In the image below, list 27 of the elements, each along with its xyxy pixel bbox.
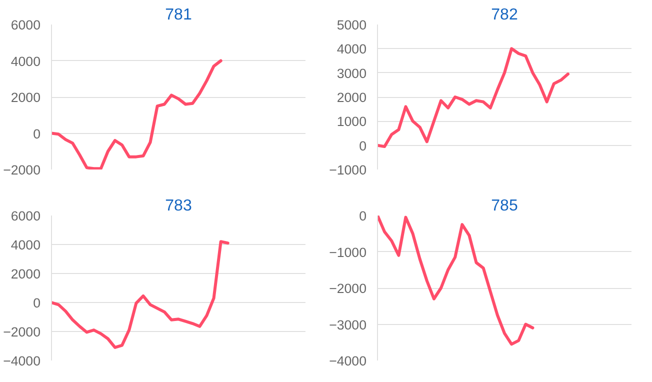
y-tick-label: 6000 xyxy=(10,208,41,224)
y-tick-label: 4000 xyxy=(10,238,41,252)
y-tick-label: 3000 xyxy=(336,66,367,81)
y-tick-label: −4000 xyxy=(329,354,367,368)
chart-title: 783 xyxy=(165,198,192,214)
chart-title: 781 xyxy=(165,6,192,24)
y-tick-label: 1000 xyxy=(336,114,367,130)
chart-title: 785 xyxy=(491,198,518,214)
y-tick-label: −1000 xyxy=(329,244,367,260)
y-tick-label: −1000 xyxy=(329,162,367,178)
y-tick-label: −3000 xyxy=(329,317,367,332)
y-tick-label: −4000 xyxy=(3,354,41,368)
y-tick-label: 0 xyxy=(33,296,41,310)
y-tick-label: −2000 xyxy=(3,162,41,178)
y-tick-label: 2000 xyxy=(10,90,41,105)
y-tick-label: 4000 xyxy=(10,54,41,69)
y-tick-label: 2000 xyxy=(336,90,367,105)
y-tick-label: 5000 xyxy=(336,18,367,32)
y-tick-label: 0 xyxy=(359,208,367,224)
y-tick-label: −2000 xyxy=(3,324,41,340)
y-tick-label: 0 xyxy=(33,126,41,142)
y-tick-label: 2000 xyxy=(10,266,41,282)
y-tick-label: 6000 xyxy=(10,18,41,32)
y-tick-label: 4000 xyxy=(336,42,367,57)
y-tick-label: −2000 xyxy=(329,281,367,296)
chart-title: 782 xyxy=(491,6,518,24)
y-tick-label: 0 xyxy=(359,138,367,154)
